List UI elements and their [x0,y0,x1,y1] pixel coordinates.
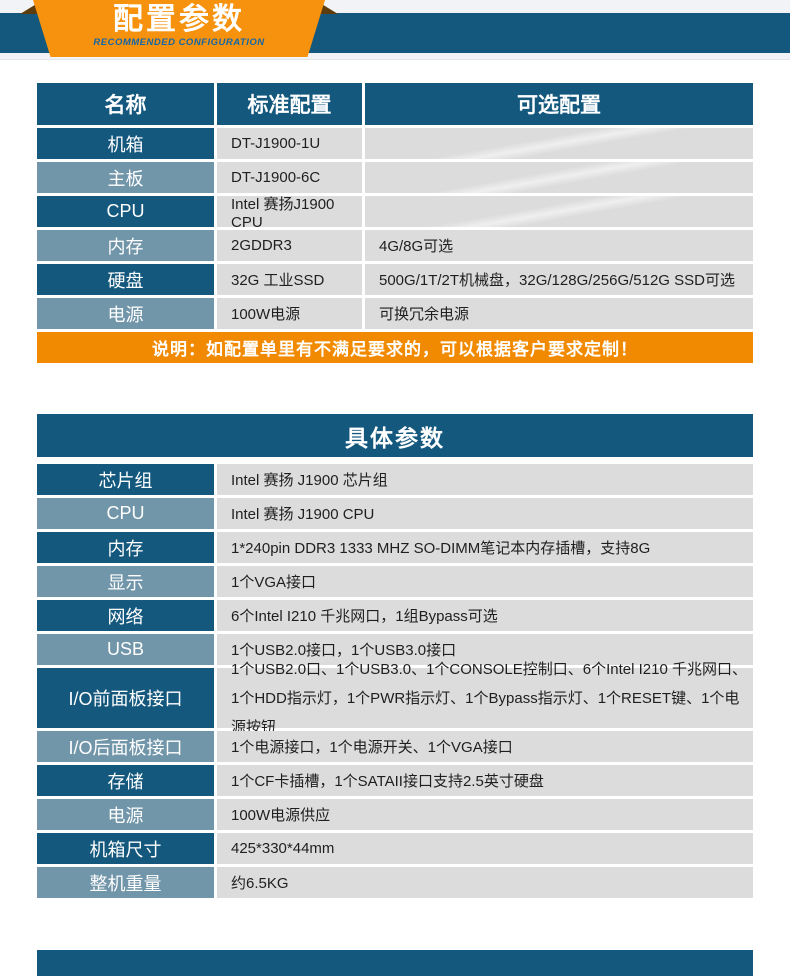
standard-value: 2GDDR3 [217,230,362,261]
row-label: 电源 [37,298,214,329]
ribbon-fold-left [20,3,38,14]
table-row: 硬盘 32G 工业SSD 500G/1T/2T机械盘，32G/128G/256G… [37,264,753,295]
table-row: 内存 2GDDR3 4G/8G可选 [37,230,753,261]
row-value: 1个USB2.0接口，1个USB3.0接口 [217,634,753,665]
row-label: 内存 [37,230,214,261]
table-row: 芯片组 Intel 赛扬 J1900 芯片组 [37,464,753,495]
standard-value: 100W电源 [217,298,362,329]
row-label: 存储 [37,765,214,796]
optional-value [365,128,753,159]
detail-section-title: 具体参数 [37,414,753,457]
row-value: 1*240pin DDR3 1333 MHZ SO-DIMM笔记本内存插槽，支持… [217,532,753,563]
table-row: 机箱尺寸 425*330*44mm [37,833,753,864]
row-label: I/O后面板接口 [37,731,214,762]
row-value: 约6.5KG [217,867,753,898]
row-value: 1个USB2.0口、1个USB3.0、1个CONSOLE控制口、6个Intel … [217,661,753,736]
row-label: I/O前面板接口 [37,668,214,728]
row-label: 芯片组 [37,464,214,495]
table-row: 内存 1*240pin DDR3 1333 MHZ SO-DIMM笔记本内存插槽… [37,532,753,563]
next-section-bar [37,950,753,976]
banner: 配置参数 RECOMMENDED CONFIGURATION [0,0,790,60]
table-row: 机箱 DT-J1900-1U [37,128,753,159]
table-row: 存储 1个CF卡插槽，1个SATAII接口支持2.5英寸硬盘 [37,765,753,796]
optional-value: 可换冗余电源 [365,298,753,329]
header-name: 名称 [37,83,214,125]
row-value: 425*330*44mm [217,833,753,864]
table-row: 显示 1个VGA接口 [37,566,753,597]
row-value: 1个电源接口，1个电源开关、1个VGA接口 [217,731,753,762]
optional-value [365,162,753,193]
row-label: CPU [37,196,214,227]
standard-value: DT-J1900-6C [217,162,362,193]
row-label: 内存 [37,532,214,563]
table-row: 整机重量 约6.5KG [37,867,753,898]
row-label: 整机重量 [37,867,214,898]
row-label: 主板 [37,162,214,193]
table-row: I/O前面板接口 1个USB2.0口、1个USB3.0、1个CONSOLE控制口… [37,661,753,736]
table-row: CPU Intel 赛扬J1900 CPU [37,196,753,231]
ribbon-fold-right [320,3,338,14]
optional-value: 500G/1T/2T机械盘，32G/128G/256G/512G SSD可选 [365,264,753,295]
row-label: 机箱 [37,128,214,159]
row-label: 硬盘 [37,264,214,295]
header-standard: 标准配置 [217,83,362,125]
row-value: Intel 赛扬 J1900 芯片组 [217,464,753,495]
row-value: 1个CF卡插槽，1个SATAII接口支持2.5英寸硬盘 [217,765,753,796]
table-row: 电源 100W电源 可换冗余电源 [37,298,753,329]
config-header-row: 名称 标准配置 可选配置 [37,83,753,125]
optional-value [365,196,753,227]
row-value: 1个VGA接口 [217,566,753,597]
row-value: 100W电源供应 [217,799,753,830]
row-label: 电源 [37,799,214,830]
custom-note-bar: 说明：如配置单里有不满足要求的，可以根据客户要求定制！ [37,332,753,363]
standard-value: DT-J1900-1U [217,128,362,159]
table-row: USB 1个USB2.0接口，1个USB3.0接口 [37,634,753,665]
optional-value: 4G/8G可选 [365,230,753,261]
banner-subtitle: RECOMMENDED CONFIGURATION [93,37,265,48]
row-value: 6个Intel I210 千兆网口，1组Bypass可选 [217,600,753,631]
standard-value: Intel 赛扬J1900 CPU [217,196,362,231]
banner-title: 配置参数 [113,3,245,36]
header-optional: 可选配置 [365,83,753,125]
table-row: 电源 100W电源供应 [37,799,753,830]
banner-ribbon: 配置参数 RECOMMENDED CONFIGURATION [33,0,325,57]
row-label: 显示 [37,566,214,597]
row-value: Intel 赛扬 J1900 CPU [217,498,753,529]
config-table: 名称 标准配置 可选配置 机箱 DT-J1900-1U 主板 DT-J1900-… [37,83,753,363]
row-label: CPU [37,498,214,529]
table-row: I/O后面板接口 1个电源接口，1个电源开关、1个VGA接口 [37,731,753,762]
table-row: 主板 DT-J1900-6C [37,162,753,193]
row-label: 机箱尺寸 [37,833,214,864]
detail-table: 芯片组 Intel 赛扬 J1900 芯片组 CPU Intel 赛扬 J190… [37,464,753,898]
page-content: 名称 标准配置 可选配置 机箱 DT-J1900-1U 主板 DT-J1900-… [0,83,790,976]
table-row: 网络 6个Intel I210 千兆网口，1组Bypass可选 [37,600,753,631]
row-label: USB [37,634,214,665]
table-row: CPU Intel 赛扬 J1900 CPU [37,498,753,529]
row-label: 网络 [37,600,214,631]
standard-value: 32G 工业SSD [217,264,362,295]
